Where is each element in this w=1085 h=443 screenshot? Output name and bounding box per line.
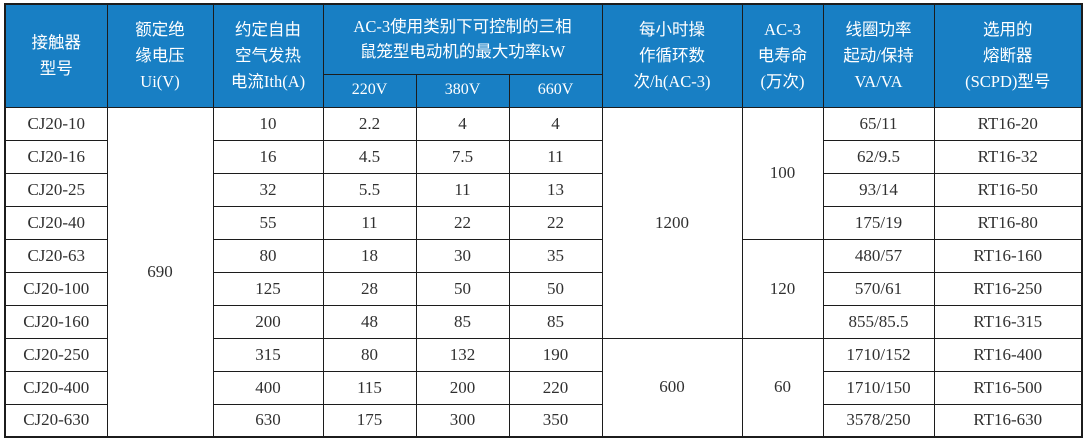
cell-fuse: RT16-160 — [933, 238, 1083, 273]
cell-coil: 93/14 — [822, 172, 935, 207]
cell-ith: 10 — [212, 106, 324, 141]
header-fuse-model: 选用的 熔断器 (SCPD)型号 — [933, 3, 1083, 108]
cell-ith: 55 — [212, 205, 324, 240]
cell-model: CJ20-400 — [4, 370, 108, 405]
cell-fuse: RT16-80 — [933, 205, 1083, 240]
cell-fuse: RT16-400 — [933, 337, 1083, 372]
cell-kw660: 11 — [508, 139, 603, 174]
cell-fuse: RT16-32 — [933, 139, 1083, 174]
cell-kw220: 2.2 — [322, 106, 417, 141]
table-row: CJ20-400 400 115 200 220 1710/150 RT16-5… — [4, 370, 1083, 405]
cell-coil: 570/61 — [822, 271, 935, 306]
cell-ith: 32 — [212, 172, 324, 207]
cell-kw220: 80 — [322, 337, 417, 372]
cell-fuse: RT16-50 — [933, 172, 1083, 207]
header-220v: 220V — [322, 73, 417, 108]
header-thermal-current: 约定自由 空气发热 电流Ith(A) — [212, 3, 324, 108]
cell-life-merged: 100 — [741, 106, 824, 240]
cell-kw380: 30 — [415, 238, 510, 273]
table-row: CJ20-100 125 28 50 50 570/61 RT16-250 — [4, 271, 1083, 306]
table-row: CJ20-40 55 11 22 22 175/19 RT16-80 — [4, 205, 1083, 240]
header-contactor-model: 接触器 型号 — [4, 3, 108, 108]
cell-ui-merged: 690 — [106, 106, 214, 438]
cell-kw220: 4.5 — [322, 139, 417, 174]
cell-model: CJ20-630 — [4, 403, 108, 438]
cell-kw380: 132 — [415, 337, 510, 372]
cell-coil: 855/85.5 — [822, 304, 935, 339]
cell-kw660: 85 — [508, 304, 603, 339]
cell-kw660: 50 — [508, 271, 603, 306]
cell-kw220: 5.5 — [322, 172, 417, 207]
cell-fuse: RT16-500 — [933, 370, 1083, 405]
cell-kw220: 11 — [322, 205, 417, 240]
header-cycles-per-hour: 每小时操 作循环数 次/h(AC-3) — [601, 3, 743, 108]
cell-ith: 16 — [212, 139, 324, 174]
cell-life-merged: 120 — [741, 238, 824, 339]
cell-coil: 1710/152 — [822, 337, 935, 372]
cell-coil: 65/11 — [822, 106, 935, 141]
cell-kw380: 4 — [415, 106, 510, 141]
table-row: CJ20-630 630 175 300 350 3578/250 RT16-6… — [4, 403, 1083, 438]
cell-kw660: 190 — [508, 337, 603, 372]
cell-kw660: 350 — [508, 403, 603, 438]
cell-model: CJ20-100 — [4, 271, 108, 306]
cell-cycles-merged: 1200 — [601, 106, 743, 339]
cell-ith: 80 — [212, 238, 324, 273]
header-coil-power: 线圈功率 起动/保持 VA/VA — [822, 3, 935, 108]
cell-ith: 315 — [212, 337, 324, 372]
cell-kw660: 4 — [508, 106, 603, 141]
cell-coil: 3578/250 — [822, 403, 935, 438]
cell-kw380: 22 — [415, 205, 510, 240]
cell-model: CJ20-250 — [4, 337, 108, 372]
contactor-spec-table: 接触器 型号 额定绝 缘电压 Ui(V) 约定自由 空气发热 电流Ith(A) … — [4, 3, 1083, 438]
header-insulation-voltage: 额定绝 缘电压 Ui(V) — [106, 3, 214, 108]
table-row: CJ20-63 80 18 30 35 120 480/57 RT16-160 — [4, 238, 1083, 339]
cell-ith: 630 — [212, 403, 324, 438]
cell-kw380: 50 — [415, 271, 510, 306]
cell-kw660: 13 — [508, 172, 603, 207]
cell-coil: 175/19 — [822, 205, 935, 240]
cell-model: CJ20-10 — [4, 106, 108, 141]
header-660v: 660V — [508, 73, 603, 108]
cell-life-merged: 60 — [741, 337, 824, 438]
cell-fuse: RT16-20 — [933, 106, 1083, 141]
cell-cycles-merged: 600 — [601, 337, 743, 438]
cell-kw220: 28 — [322, 271, 417, 306]
cell-ith: 200 — [212, 304, 324, 339]
table-row: CJ20-16 16 4.5 7.5 11 62/9.5 RT16-32 — [4, 139, 1083, 174]
cell-kw220: 18 — [322, 238, 417, 273]
cell-coil: 480/57 — [822, 238, 935, 273]
cell-kw220: 175 — [322, 403, 417, 438]
table-row: CJ20-250 315 80 132 190 600 60 1710/152 … — [4, 337, 1083, 438]
cell-fuse: RT16-315 — [933, 304, 1083, 339]
cell-model: CJ20-63 — [4, 238, 108, 273]
cell-kw660: 35 — [508, 238, 603, 273]
cell-fuse: RT16-630 — [933, 403, 1083, 438]
cell-kw380: 85 — [415, 304, 510, 339]
table-row: CJ20-160 200 48 85 85 855/85.5 RT16-315 — [4, 304, 1083, 339]
table-row: CJ20-10 690 10 2.2 4 4 1200 100 65/11 RT… — [4, 106, 1083, 438]
cell-kw660: 22 — [508, 205, 603, 240]
header-electrical-life: AC-3 电寿命 (万次) — [741, 3, 824, 108]
cell-kw220: 48 — [322, 304, 417, 339]
cell-ith: 400 — [212, 370, 324, 405]
cell-coil: 1710/150 — [822, 370, 935, 405]
header-380v: 380V — [415, 73, 510, 108]
cell-kw660: 220 — [508, 370, 603, 405]
cell-kw380: 11 — [415, 172, 510, 207]
header-ac3-max-power: AC-3使用类别下可控制的三相 鼠笼型电动机的最大功率kW — [322, 3, 603, 75]
table-row: CJ20-25 32 5.5 11 13 93/14 RT16-50 — [4, 172, 1083, 207]
cell-model: CJ20-40 — [4, 205, 108, 240]
cell-model: CJ20-25 — [4, 172, 108, 207]
cell-ith: 125 — [212, 271, 324, 306]
cell-kw380: 200 — [415, 370, 510, 405]
cell-model: CJ20-16 — [4, 139, 108, 174]
cell-model: CJ20-160 — [4, 304, 108, 339]
cell-fuse: RT16-250 — [933, 271, 1083, 306]
cell-coil: 62/9.5 — [822, 139, 935, 174]
cell-kw380: 300 — [415, 403, 510, 438]
cell-kw220: 115 — [322, 370, 417, 405]
cell-kw380: 7.5 — [415, 139, 510, 174]
